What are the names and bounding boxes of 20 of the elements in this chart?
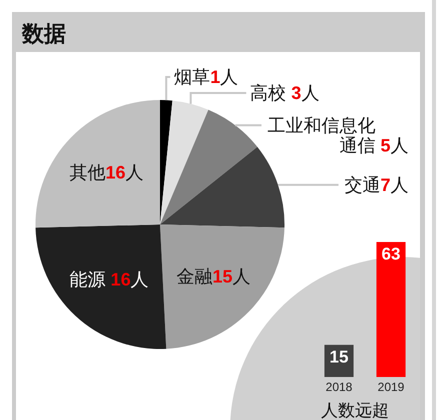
slice-label: 其他 <box>70 162 106 182</box>
chart-title: 数据 <box>21 21 66 46</box>
data-label: 16人 <box>106 162 144 182</box>
slice-label: 金融 <box>176 266 212 287</box>
data-label: 7人 <box>380 174 408 195</box>
x-tick-label: 2019 <box>378 380 404 394</box>
data-label: 1人 <box>210 67 238 87</box>
data-label: 3人 <box>291 83 320 103</box>
x-tick-label: 2018 <box>326 380 352 394</box>
data-label: 63 <box>382 244 400 264</box>
slice-label: 工业和信息化通信 <box>267 115 376 156</box>
data-label: 5人 <box>380 135 408 156</box>
annotation: 人数远超 <box>321 401 389 420</box>
slice-label: 高校 <box>250 83 286 103</box>
slice-label: 能源 <box>70 269 106 290</box>
slice-label: 交通 <box>344 174 380 195</box>
data-label: 16人 <box>110 269 149 290</box>
data-label: 15 <box>330 347 348 366</box>
slice-label: 烟草 <box>174 67 210 87</box>
data-label: 15人 <box>212 266 250 287</box>
